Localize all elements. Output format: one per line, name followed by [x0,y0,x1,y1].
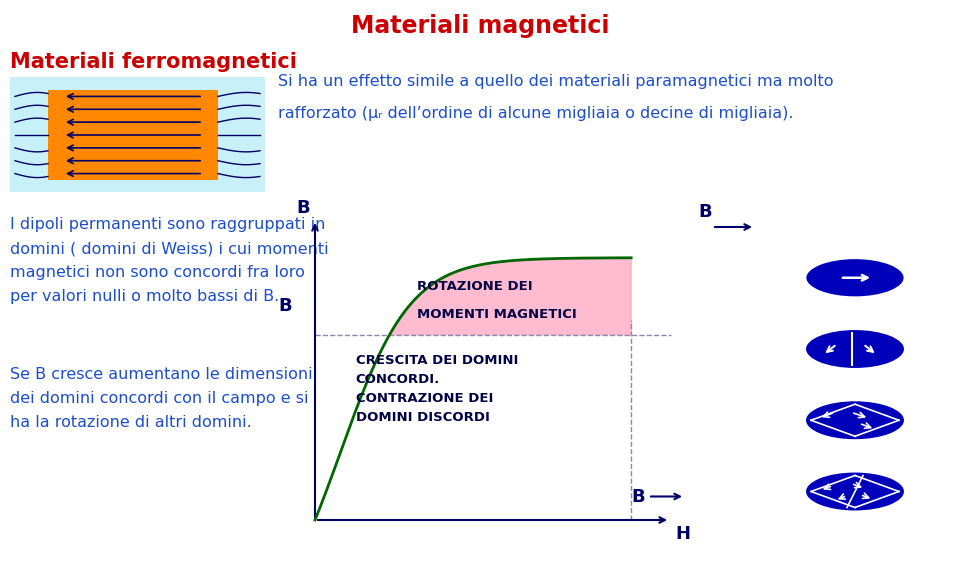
Text: Materiali ferromagnetici: Materiali ferromagnetici [10,52,297,72]
Text: dei domini concordi con il campo e si: dei domini concordi con il campo e si [10,391,308,406]
Ellipse shape [805,400,905,440]
Bar [10,77,265,192]
Text: ha la rotazione di altri domini.: ha la rotazione di altri domini. [10,415,252,430]
Text: I dipoli permanenti sono raggruppati in: I dipoli permanenti sono raggruppati in [10,217,325,232]
Text: Se B cresce aumentano le dimensioni: Se B cresce aumentano le dimensioni [10,367,313,382]
Bar [48,90,218,180]
Text: B: B [278,297,292,315]
Text: B: B [698,203,711,221]
Text: rafforzato (μᵣ dell’ordine di alcune migliaia o decine di migliaia).: rafforzato (μᵣ dell’ordine di alcune mig… [278,106,794,121]
Ellipse shape [805,472,905,511]
Ellipse shape [805,329,905,369]
Text: B: B [297,199,310,217]
Text: Materiali magnetici: Materiali magnetici [350,14,610,38]
Text: B: B [632,487,645,505]
Polygon shape [389,258,632,336]
Text: H: H [675,525,690,543]
Text: per valori nulli o molto bassi di B.: per valori nulli o molto bassi di B. [10,289,279,304]
Text: Si ha un effetto simile a quello dei materiali paramagnetici ma molto: Si ha un effetto simile a quello dei mat… [278,74,833,89]
Text: ROTAZIONE DEI: ROTAZIONE DEI [417,280,533,293]
Ellipse shape [805,258,905,298]
Text: CRESCITA DEI DOMINI
CONCORDI.
CONTRAZIONE DEI
DOMINI DISCORDI: CRESCITA DEI DOMINI CONCORDI. CONTRAZION… [356,354,518,424]
Text: MOMENTI MAGNETICI: MOMENTI MAGNETICI [417,309,577,321]
Text: domini ( domini di Weiss) i cui momenti: domini ( domini di Weiss) i cui momenti [10,241,328,256]
Text: magnetici non sono concordi fra loro: magnetici non sono concordi fra loro [10,265,305,280]
